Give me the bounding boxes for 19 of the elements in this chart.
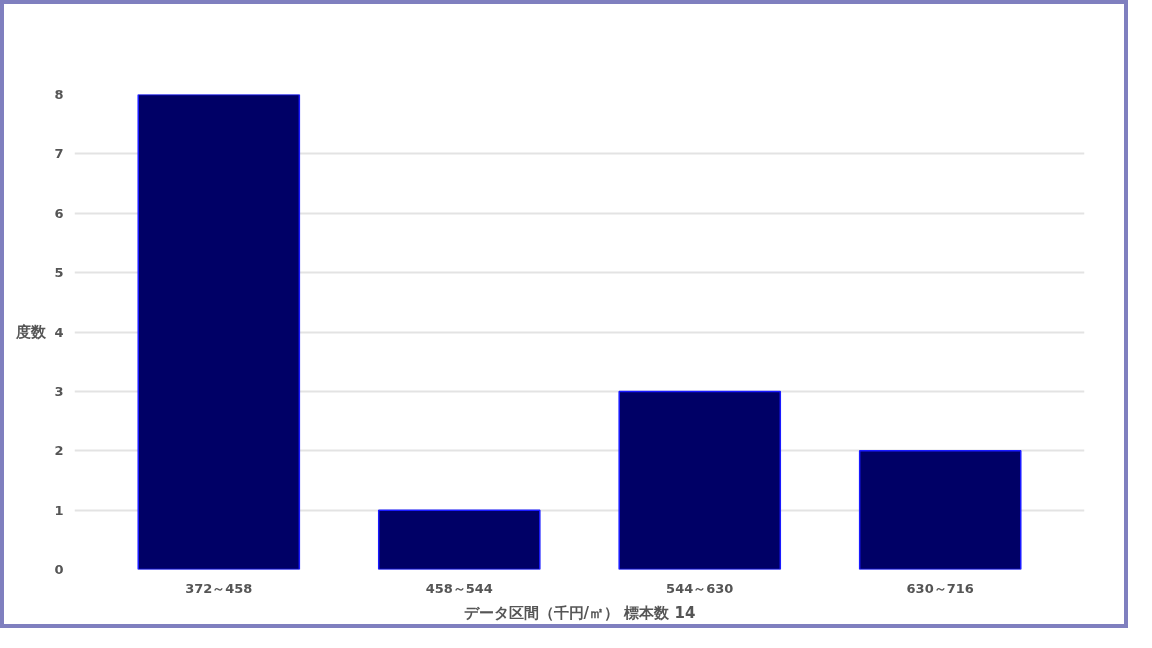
bar <box>137 94 301 570</box>
y-tick-label: 3 <box>54 383 64 399</box>
y-tick-label: 2 <box>54 443 64 459</box>
bar <box>618 390 782 570</box>
y-tick-label: 5 <box>54 265 64 281</box>
bar <box>377 509 541 570</box>
y-axis-title: 度数 <box>15 323 48 341</box>
y-tick-label: 0 <box>54 562 64 577</box>
x-axis-title: データ区間（千円/㎡） 標本数 14 <box>463 603 696 622</box>
bar <box>858 450 1022 570</box>
y-tick-label: 4 <box>54 324 64 340</box>
y-tick-label: 7 <box>54 146 64 162</box>
y-tick-label: 6 <box>54 205 64 221</box>
x-tick-label: 630～716 <box>906 580 974 596</box>
x-tick-label: 458～544 <box>425 580 493 596</box>
x-tick-label: 544～630 <box>666 580 734 596</box>
x-tick-label: 372～458 <box>185 580 253 596</box>
y-tick-label: 1 <box>54 502 64 518</box>
y-tick-label: 8 <box>54 87 64 102</box>
